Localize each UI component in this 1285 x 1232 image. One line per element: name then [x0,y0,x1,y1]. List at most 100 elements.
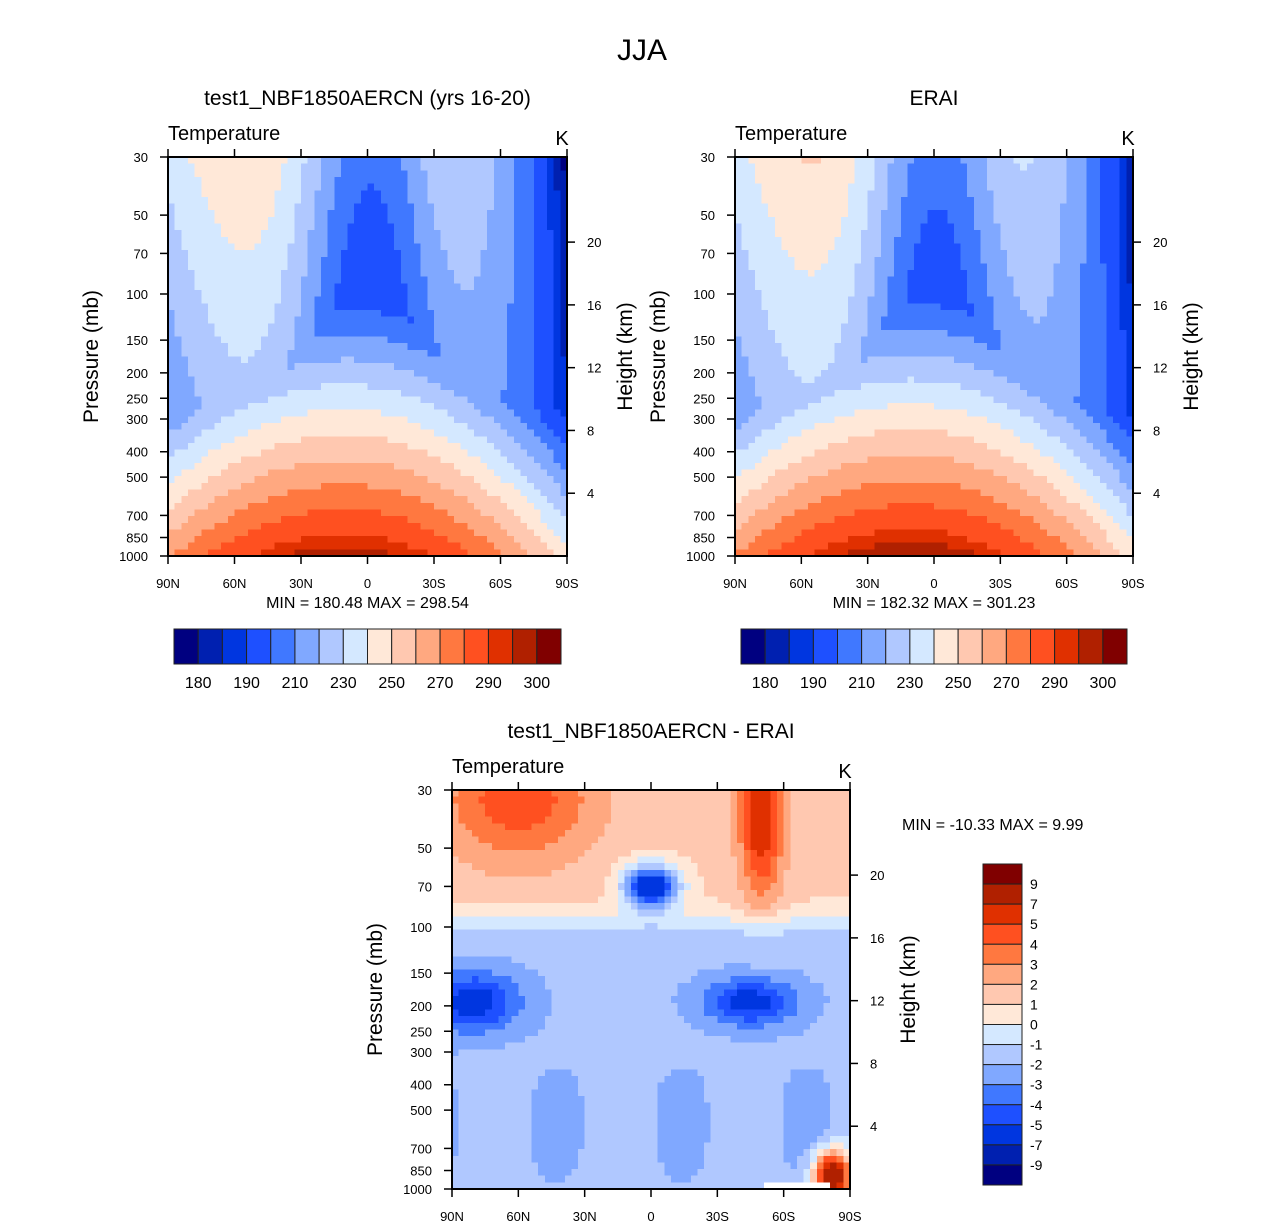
contour-cell [854,297,861,304]
contour-cell [401,164,408,171]
contour-cell [828,277,835,284]
contour-cell [414,376,421,383]
contour-cell [208,523,215,530]
contour-cell [748,303,755,310]
contour-cell [474,396,481,403]
contour-cell [501,317,508,324]
contour-cell [507,483,514,490]
contour-cell [288,363,295,370]
contour-cell [514,337,521,344]
contour-cell [381,197,388,204]
contour-cell [821,470,828,477]
contour-cell [221,243,228,250]
contour-cell [540,383,547,390]
contour-cell [775,310,782,317]
contour-cell [248,204,255,211]
contour-cell [828,184,835,191]
contour-cell [514,277,521,284]
contour-cell [461,476,468,483]
contour-cell [427,416,434,423]
contour-cell [268,157,275,164]
contour-cell [201,184,208,191]
contour-cell [755,230,762,237]
contour-cell [755,357,762,364]
contour-cell [381,543,388,550]
contour-cell [748,536,755,543]
contour-cell [221,496,228,503]
contour-cell [235,490,242,497]
contour-cell [742,197,749,204]
contour-cell [821,543,828,550]
contour-cell [848,456,855,463]
contour-cell [447,503,454,510]
contour-cell [434,204,441,211]
contour-cell [874,263,881,270]
contour-cell [762,456,769,463]
contour-cell [241,436,248,443]
contour-cell [755,343,762,350]
contour-cell [841,483,848,490]
contour-cell [188,177,195,184]
contour-cell [487,523,494,530]
contour-cell [374,164,381,171]
contour-cell [394,503,401,510]
contour-cell [768,184,775,191]
contour-cell [301,297,308,304]
contour-cell [801,509,808,516]
contour-cell [494,263,501,270]
contour-cell [348,277,355,284]
contour-cell [274,197,281,204]
contour-cell [208,496,215,503]
contour-cell [474,370,481,377]
contour-cell [188,343,195,350]
colorbar-label: 210 [282,675,309,692]
contour-cell [421,476,428,483]
contour-cell [861,529,868,536]
x-tick-label: 60N [223,576,247,591]
contour-cell [821,490,828,497]
contour-cell [354,303,361,310]
contour-cell [281,516,288,523]
contour-cell [427,164,434,171]
contour-cell [374,204,381,211]
contour-cell [401,337,408,344]
contour-cell [514,177,521,184]
contour-cell [394,210,401,217]
contour-cell [815,416,822,423]
contour-cell [540,443,547,450]
contour-cell [175,283,182,290]
contour-cell [434,476,441,483]
contour-cell [540,250,547,257]
contour-cell [175,543,182,550]
contour-cell [407,523,414,530]
contour-cell [514,543,521,550]
contour-cell [841,190,848,197]
contour-cell [181,450,188,457]
contour-cell [755,443,762,450]
contour-cell [454,210,461,217]
contour-cell [874,343,881,350]
contour-cell [394,430,401,437]
contour-cell [434,263,441,270]
contour-cell [481,496,488,503]
contour-cell [368,164,375,171]
contour-cell [181,483,188,490]
contour-cell [334,164,341,171]
contour-cell [868,250,875,257]
contour-cell [268,410,275,417]
contour-cell [507,383,514,390]
contour-cell [534,170,541,177]
contour-cell [801,283,808,290]
contour-cell [421,523,428,530]
contour-cell [742,509,749,516]
contour-cell [534,230,541,237]
contour-cell [808,470,815,477]
contour-cell [261,330,268,337]
contour-cell [195,350,202,357]
contour-cell [348,177,355,184]
contour-cell [368,483,375,490]
contour-cell [308,157,315,164]
contour-cell [841,490,848,497]
contour-cell [241,490,248,497]
contour-cell [788,470,795,477]
